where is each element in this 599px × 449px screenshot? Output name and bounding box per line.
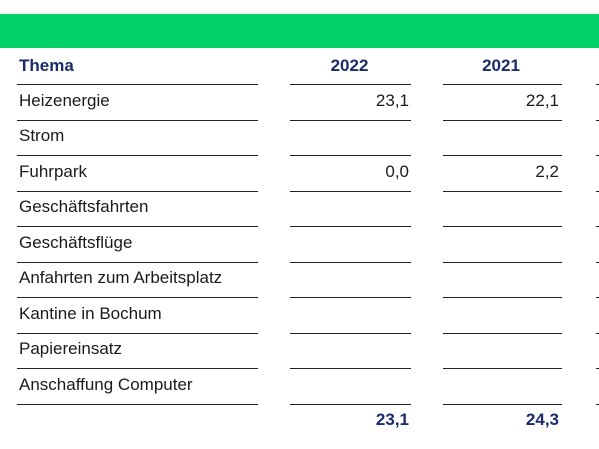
table-row: Heizenergie 23,1 22,1 [0, 83, 599, 118]
top-accent-bar [0, 14, 599, 48]
row-divider [17, 297, 258, 298]
header-topic: Thema [19, 56, 74, 75]
row-divider [290, 262, 411, 263]
row-value-2021 [443, 225, 559, 260]
row-topic: Strom [19, 126, 65, 145]
row-value-2022 [290, 189, 409, 224]
row-divider [443, 226, 562, 227]
row-divider [443, 297, 562, 298]
row-divider [17, 262, 258, 263]
table-row: Papiereinsatz [0, 331, 599, 366]
row-divider [17, 404, 258, 405]
row-divider [443, 262, 562, 263]
row-value-2022 [290, 225, 409, 260]
table-row: Geschäftsfahrten [0, 189, 599, 224]
row-topic: Kantine in Bochum [19, 304, 162, 323]
row-divider [596, 333, 599, 334]
row-divider [443, 84, 562, 85]
table-row: Anfahrten zum Arbeitsplatz [0, 260, 599, 295]
row-divider [17, 226, 258, 227]
row-divider [290, 368, 411, 369]
row-value-2022 [290, 331, 409, 366]
table-row: Geschäftsflüge [0, 225, 599, 260]
row-value-2021 [443, 189, 559, 224]
row-topic: Geschäftsflüge [19, 233, 133, 252]
table-total-row: 23,1 24,3 [0, 402, 599, 437]
row-divider [443, 404, 562, 405]
row-value-2021 [443, 118, 559, 153]
row-value-2021 [443, 296, 559, 331]
row-divider [290, 191, 411, 192]
row-value-2021: 22,1 [525, 91, 559, 110]
row-value-2022: 0,0 [385, 162, 409, 181]
total-2022: 23,1 [375, 410, 409, 429]
row-value-2021 [443, 331, 559, 366]
row-divider [290, 297, 411, 298]
row-divider [17, 333, 258, 334]
row-value-2022 [290, 260, 409, 295]
row-value-2021: 2,2 [535, 162, 559, 181]
row-divider [17, 120, 258, 121]
row-value-2022 [290, 367, 409, 402]
row-divider [443, 120, 562, 121]
row-divider [290, 404, 411, 405]
row-divider [443, 191, 562, 192]
row-topic: Anfahrten zum Arbeitsplatz [19, 268, 223, 287]
row-divider [596, 368, 599, 369]
row-topic: Anschaffung Computer [19, 375, 193, 394]
row-value-2022: 23,1 [375, 91, 409, 110]
row-divider [596, 120, 599, 121]
header-2022: 2022 [330, 56, 369, 75]
total-2021: 24,3 [525, 410, 559, 429]
table-row: Fuhrpark 0,0 2,2 [0, 154, 599, 189]
table-header-row: Thema 2022 2021 [0, 48, 599, 83]
row-divider [290, 155, 411, 156]
row-value-2022 [290, 118, 409, 153]
row-divider [290, 84, 411, 85]
row-divider [596, 155, 599, 156]
header-2021: 2021 [482, 56, 520, 75]
row-divider [290, 226, 411, 227]
row-divider [17, 84, 258, 85]
table-row: Anschaffung Computer [0, 367, 599, 402]
row-divider [290, 333, 411, 334]
table-row: Kantine in Bochum [0, 296, 599, 331]
row-value-2022 [290, 296, 409, 331]
row-divider [596, 191, 599, 192]
row-divider [443, 155, 562, 156]
row-divider [290, 120, 411, 121]
row-value-2021 [443, 260, 559, 295]
row-divider [17, 155, 258, 156]
row-topic: Heizenergie [19, 91, 110, 110]
row-value-2021 [443, 367, 559, 402]
row-divider [596, 262, 599, 263]
row-divider [596, 297, 599, 298]
row-divider [596, 404, 599, 405]
row-divider [596, 226, 599, 227]
row-topic: Geschäftsfahrten [19, 197, 149, 216]
row-divider [596, 84, 599, 85]
row-topic: Fuhrpark [19, 162, 88, 181]
row-divider [443, 368, 562, 369]
row-divider [17, 191, 258, 192]
table-row: Strom [0, 118, 599, 153]
row-divider [443, 333, 562, 334]
row-divider [17, 368, 258, 369]
row-topic: Papiereinsatz [19, 339, 123, 358]
